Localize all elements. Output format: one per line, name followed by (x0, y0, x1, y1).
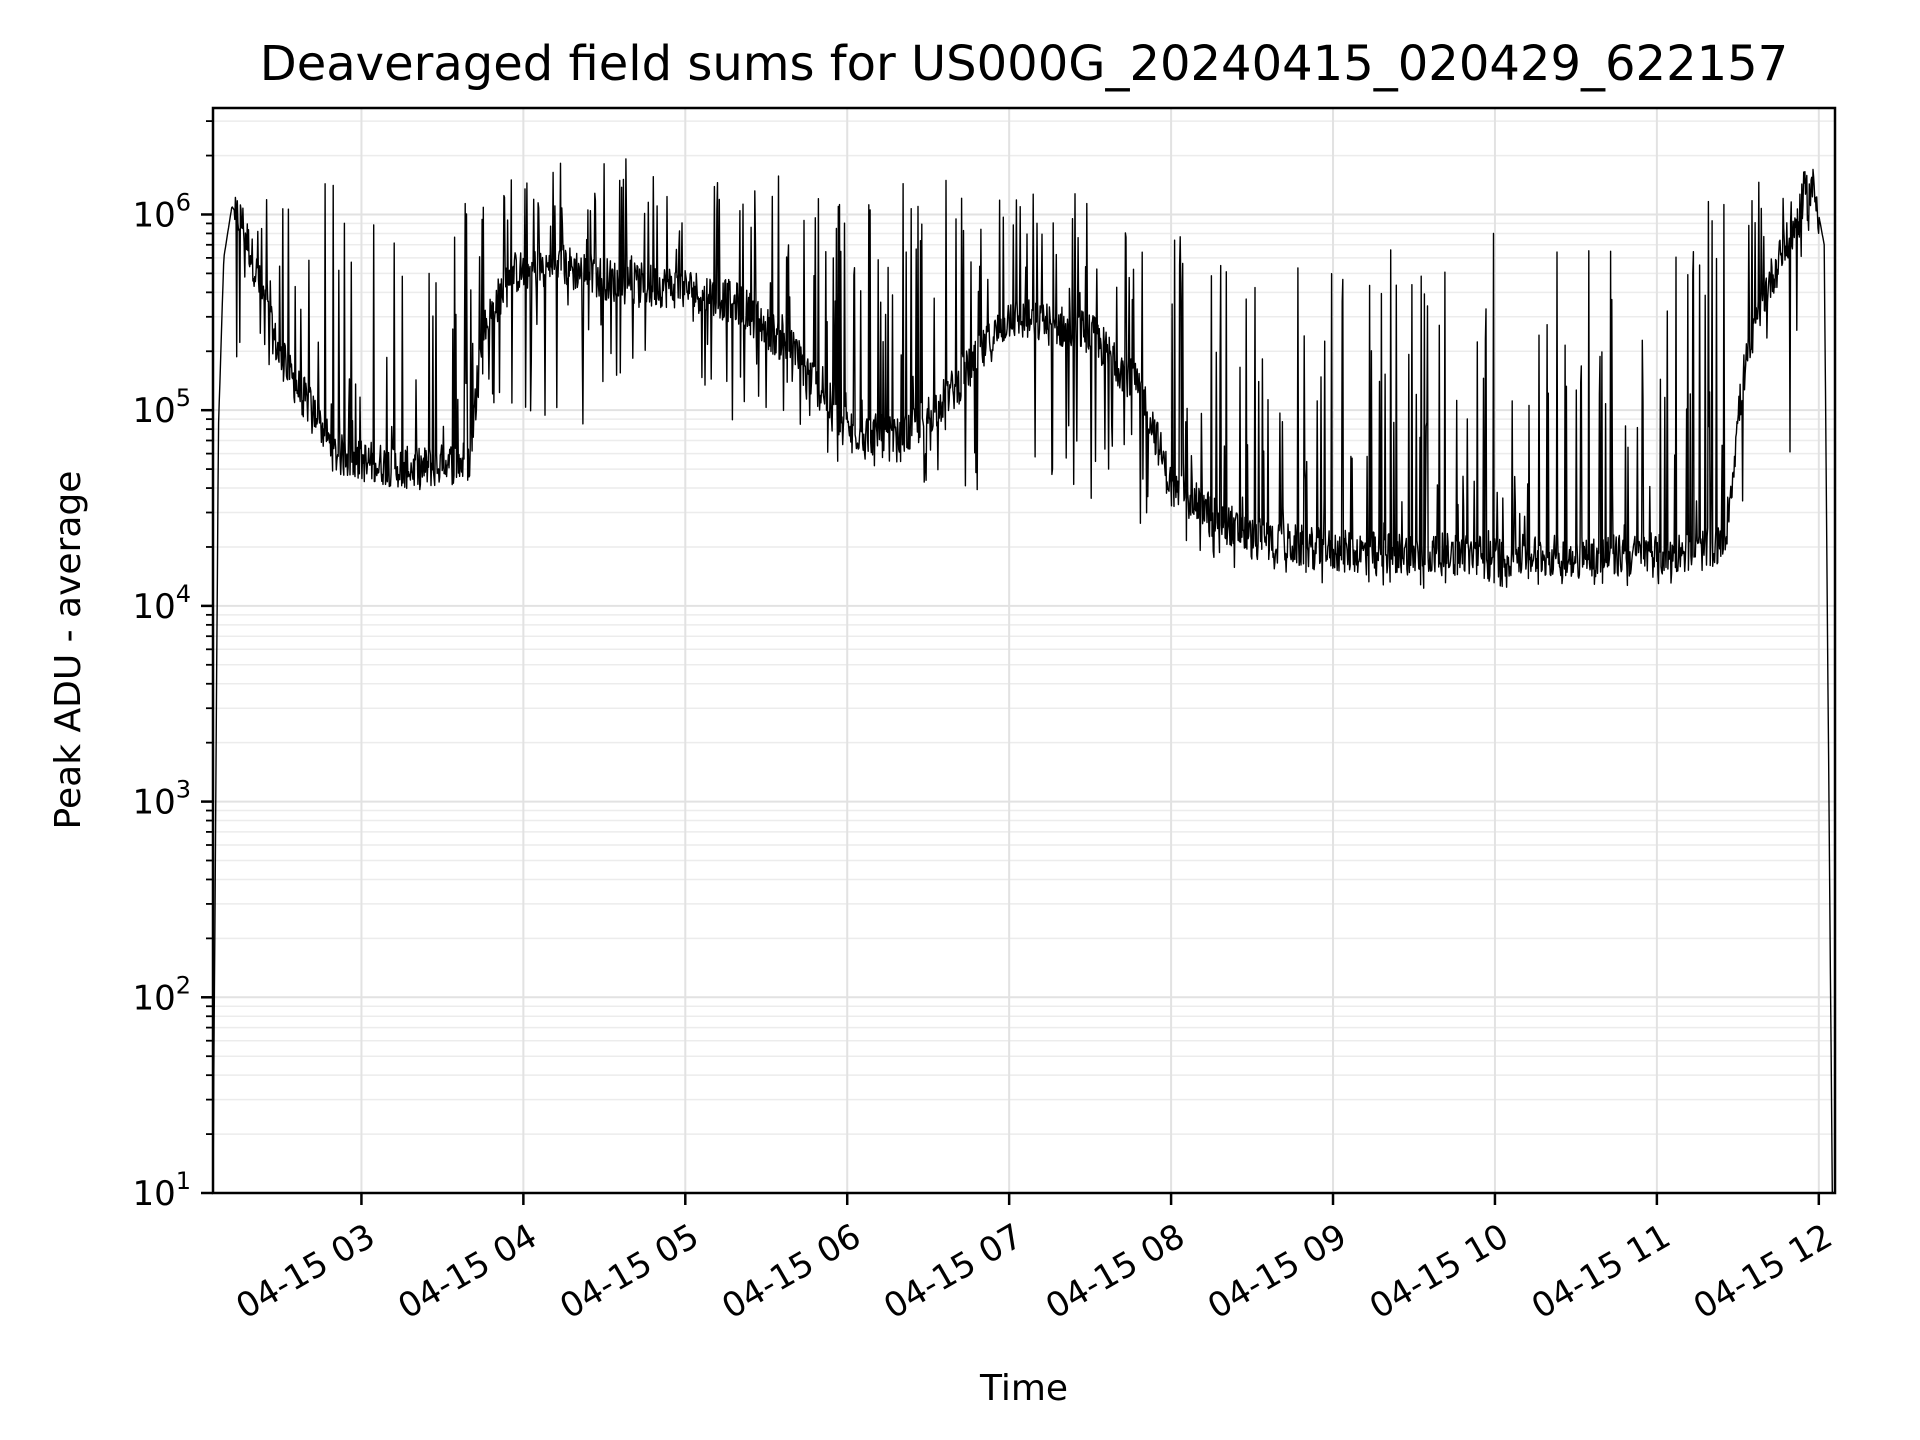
y-tick-label: 106 (132, 188, 191, 235)
chart-title: Deaveraged field sums for US000G_2024041… (260, 36, 1788, 92)
y-tick-label: 105 (132, 384, 191, 431)
axis-ticks (201, 120, 1821, 1205)
plot-frame (211, 106, 1837, 1195)
y-tick-label: 103 (132, 776, 191, 823)
gridlines (213, 108, 1835, 1194)
y-axis-label: Peak ADU - average (48, 471, 89, 830)
y-tick-label: 104 (132, 580, 191, 627)
y-tick-label: 102 (132, 971, 191, 1018)
x-axis-label: Time (979, 1368, 1068, 1409)
series-line (212, 158, 1833, 1194)
y-tick-label: 101 (132, 1167, 191, 1214)
y-tick-labels: 101 102 103 104 105 106 (132, 188, 191, 1214)
series-layer (212, 158, 1833, 1194)
